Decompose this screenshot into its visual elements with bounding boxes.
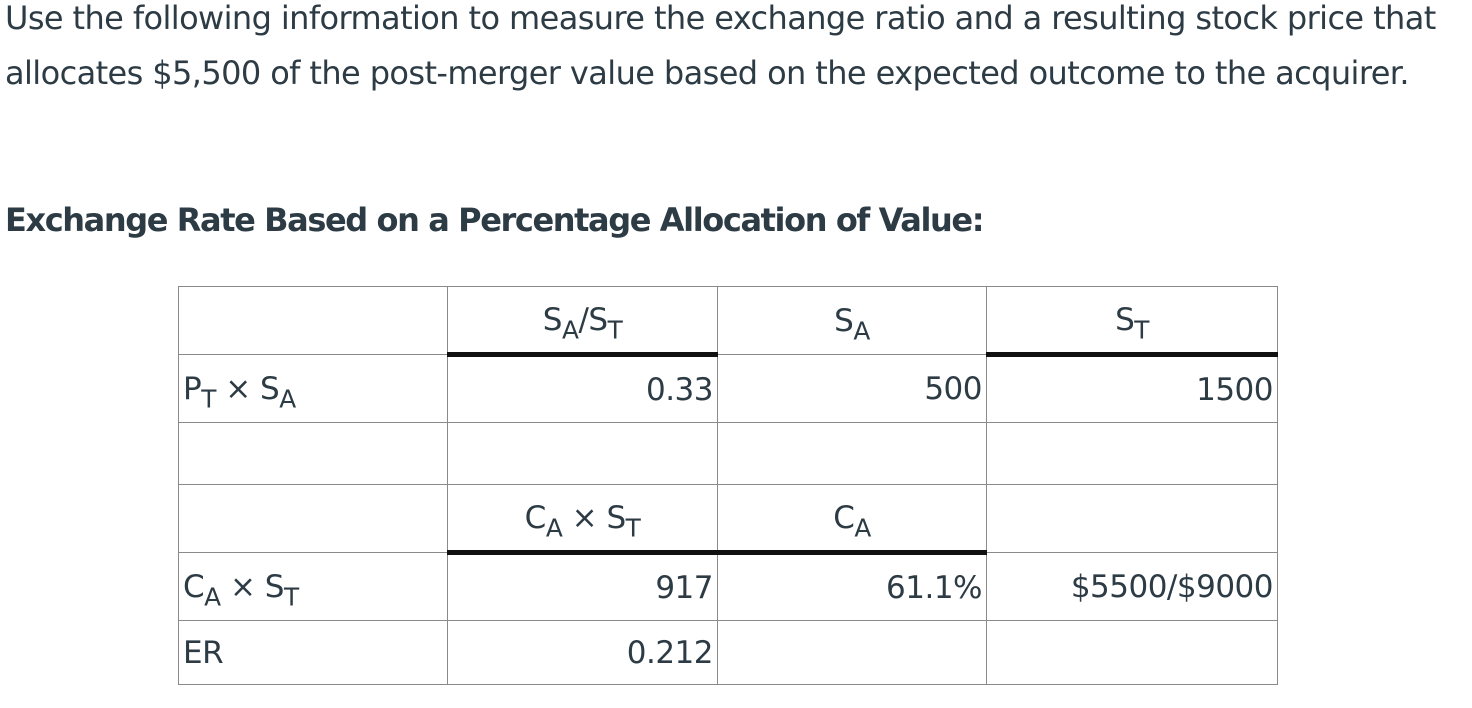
table-row: ER 0.212: [178, 620, 1278, 685]
value-ratio: $5500/$9000: [986, 552, 1278, 621]
table-cell-empty: [717, 422, 987, 485]
section-heading: Exchange Rate Based on a Percentage Allo…: [5, 201, 985, 239]
table-row: CA × ST 917 61.1% $5500/$9000: [178, 552, 1278, 621]
value-st: 1500: [986, 354, 1278, 423]
value-sa-over-st: 0.33: [447, 354, 718, 423]
row-label-er: ER: [178, 620, 448, 685]
header-ca-times-st: CA × ST: [447, 484, 718, 555]
exchange-rate-table: SA/ST SA ST PT × SA 0.33 500 1500 CA × S…: [178, 286, 1278, 685]
intro-text: Use the following information to measure…: [5, 0, 1436, 92]
header-sa-over-st: SA/ST: [447, 286, 718, 357]
table-row: [178, 422, 1278, 485]
table-cell-empty: [986, 422, 1278, 485]
row-label-ca-times-st: CA × ST: [178, 552, 448, 621]
table-cell-empty: [986, 620, 1278, 685]
value-er: 0.212: [447, 620, 718, 685]
table-row: SA/ST SA ST: [178, 286, 1278, 357]
table-row: PT × SA 0.33 500 1500: [178, 354, 1278, 423]
table-cell-empty: [717, 620, 987, 685]
table-cell-empty: [986, 484, 1278, 553]
value-sa: 500: [717, 354, 987, 423]
header-sa: SA: [717, 286, 987, 355]
table-cell-empty: [447, 422, 718, 485]
header-st: ST: [986, 286, 1278, 357]
table-cell-empty: [178, 422, 448, 485]
row-label-pt-times-sa: PT × SA: [178, 354, 448, 423]
table-cell-empty: [178, 484, 448, 553]
table-row: CA × ST CA: [178, 484, 1278, 555]
header-ca: CA: [717, 484, 987, 555]
value-ca: 61.1%: [717, 552, 987, 621]
value-ca-times-st: 917: [447, 552, 718, 621]
table-cell-empty: [178, 286, 448, 355]
